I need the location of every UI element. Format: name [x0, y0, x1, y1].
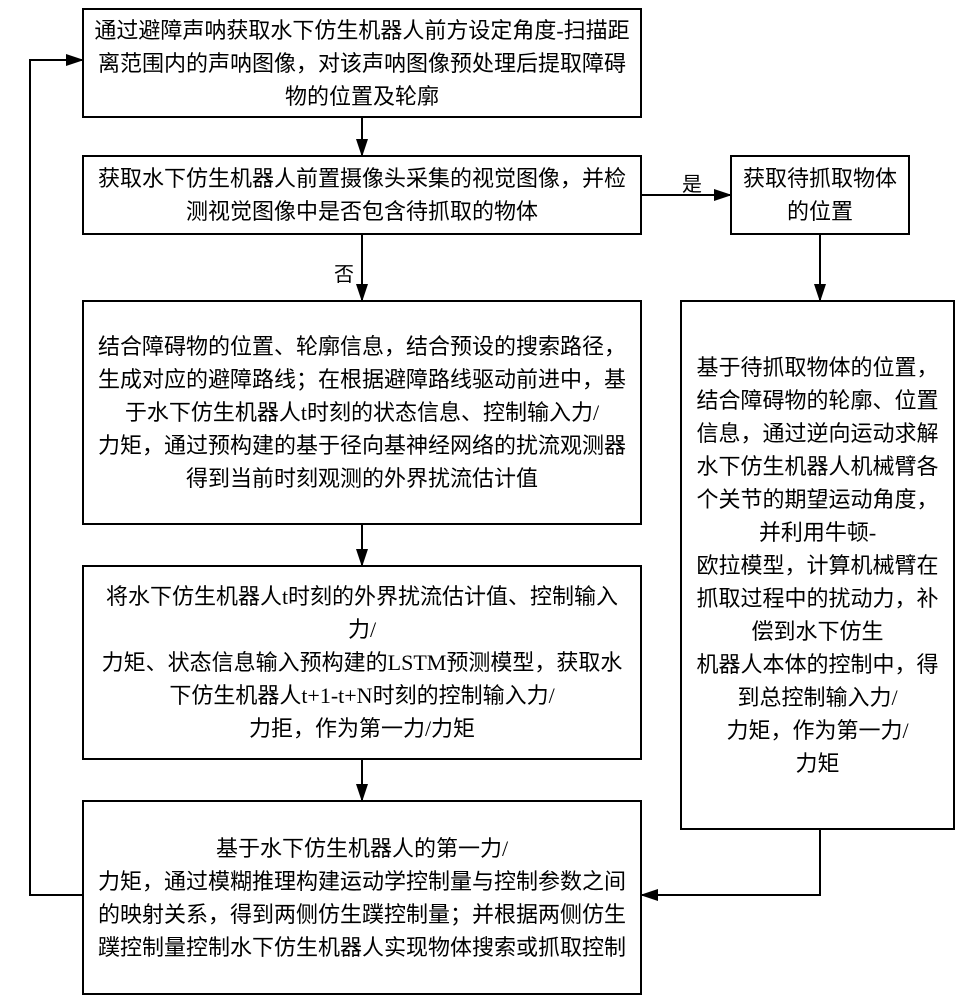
edge-label-no: 否	[332, 258, 356, 287]
flow-node-camera: 获取水下仿生机器人前置摄像头采集的视觉图像，并检测视觉图像中是否包含待抓取的物体	[82, 155, 642, 235]
node-text: 将水下仿生机器人t时刻的外界扰流估计值、控制输入力/ 力矩、状态信息输入预构建的…	[94, 580, 630, 745]
node-text: 基于水下仿生机器人的第一力/ 力矩，通过模糊推理构建运动学控制量与控制参数之间的…	[94, 832, 630, 964]
flow-node-inverse-kinematics: 基于待抓取物体的位置，结合障碍物的轮廓、位置信息，通过逆向运动求解水下仿生机器人…	[680, 300, 955, 830]
node-text: 通过避障声呐获取水下仿生机器人前方设定角度-扫描距离范围内的声呐图像，对该声呐图…	[94, 14, 630, 113]
flow-node-lstm: 将水下仿生机器人t时刻的外界扰流估计值、控制输入力/ 力矩、状态信息输入预构建的…	[82, 565, 642, 760]
flow-node-sonar: 通过避障声呐获取水下仿生机器人前方设定角度-扫描距离范围内的声呐图像，对该声呐图…	[82, 8, 642, 118]
edge-label-yes: 是	[680, 168, 704, 197]
node-text: 获取待抓取物体的位置	[742, 162, 898, 228]
flow-node-get-position: 获取待抓取物体的位置	[730, 155, 910, 235]
node-text: 基于待抓取物体的位置，结合障碍物的轮廓、位置信息，通过逆向运动求解水下仿生机器人…	[692, 351, 943, 780]
flow-node-fuzzy-control: 基于水下仿生机器人的第一力/ 力矩，通过模糊推理构建运动学控制量与控制参数之间的…	[82, 800, 642, 995]
node-text: 结合障碍物的位置、轮廓信息，结合预设的搜索路径，生成对应的避障路线；在根据避障路…	[94, 330, 630, 495]
node-text: 获取水下仿生机器人前置摄像头采集的视觉图像，并检测视觉图像中是否包含待抓取的物体	[94, 162, 630, 228]
flow-node-obstacle-avoid: 结合障碍物的位置、轮廓信息，结合预设的搜索路径，生成对应的避障路线；在根据避障路…	[82, 300, 642, 525]
